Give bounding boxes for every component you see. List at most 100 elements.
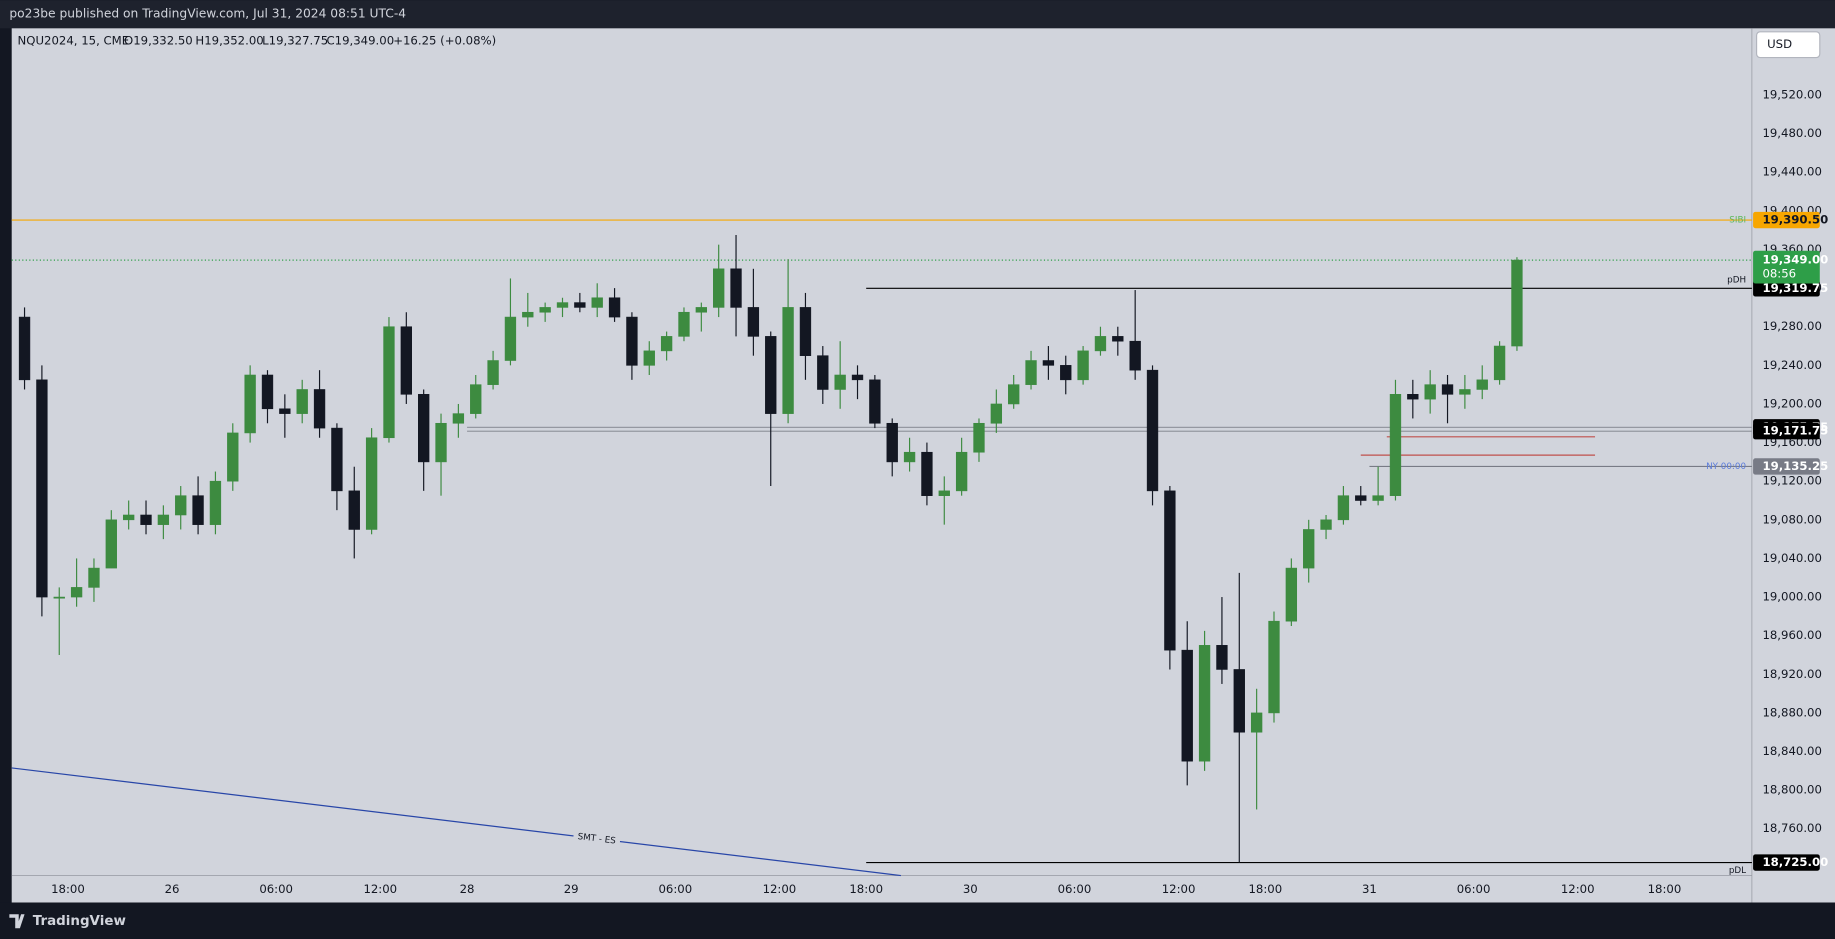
candle [1164, 486, 1176, 670]
price-label-box [1753, 423, 1820, 440]
candle-body [1424, 384, 1436, 400]
x-tick-label: 06:00 [1457, 882, 1491, 896]
candle-body [435, 422, 447, 463]
candle [1476, 365, 1488, 400]
x-tick-label: 06:00 [658, 882, 692, 896]
candle [1441, 374, 1454, 424]
candle-body [1060, 365, 1072, 381]
legend-change: +16.25 (+0.08%) [393, 34, 496, 48]
candle [1459, 374, 1471, 409]
trendline-label-bg [572, 830, 621, 848]
candle [365, 428, 378, 535]
level-name: pDH [1727, 276, 1746, 286]
x-tick-label: 12:00 [763, 882, 797, 896]
currency-label: USD [1767, 37, 1792, 51]
candle [886, 418, 898, 477]
candle-body [747, 307, 760, 337]
x-tick-label: 18:00 [51, 882, 85, 896]
candle [296, 379, 308, 424]
candle [938, 476, 950, 525]
x-tick-label: 26 [165, 882, 180, 896]
candle-body [348, 490, 360, 530]
candle [608, 288, 621, 322]
candle [1060, 355, 1072, 395]
candle-body [1355, 495, 1367, 501]
y-tick-label: 19,280.00 [1762, 319, 1821, 333]
candle [1355, 486, 1367, 506]
countdown: 08:56 [1762, 267, 1796, 281]
candle [70, 558, 83, 607]
candle [313, 370, 326, 438]
candle [556, 297, 569, 318]
candle [1250, 688, 1263, 810]
candle-body [122, 514, 135, 521]
candle-body [1025, 360, 1037, 385]
x-tick-label: 06:00 [259, 882, 293, 896]
candle [244, 365, 256, 443]
candle [227, 423, 239, 491]
candle [261, 370, 274, 424]
candle [990, 389, 1003, 433]
candle [504, 278, 517, 366]
y-tick-label: 19,200.00 [1762, 396, 1821, 410]
candle [1285, 558, 1298, 627]
candle [591, 283, 603, 318]
candle [869, 374, 881, 429]
price-label: 19,171.75 [1762, 424, 1828, 438]
candle-body [851, 374, 864, 381]
x-tick-label: 18:00 [1648, 882, 1682, 896]
y-tick-label: 18,960.00 [1762, 628, 1821, 642]
candle-body [591, 297, 603, 308]
x-tick-label: 18:00 [849, 882, 883, 896]
footer-bar [0, 902, 1835, 939]
y-tick-label: 18,760.00 [1762, 821, 1821, 835]
candle-body [643, 350, 655, 366]
candle [1389, 379, 1402, 501]
candle [660, 331, 673, 361]
candle-body [608, 297, 621, 318]
candle [921, 442, 933, 506]
x-tick-label: 12:00 [1162, 882, 1196, 896]
candle-body [886, 422, 898, 463]
level-name: NY 00:00 [1706, 462, 1746, 472]
price-label-box [1753, 854, 1820, 871]
candle [331, 423, 343, 511]
candle [175, 486, 187, 530]
candle-body [938, 490, 950, 496]
candle [539, 302, 551, 322]
candle-body [1094, 336, 1107, 352]
candle-body [817, 355, 829, 390]
candle-body [18, 316, 31, 381]
candle-body [990, 403, 1003, 424]
candle-body [383, 326, 395, 439]
legend-high: H19,352.00 [195, 34, 263, 48]
legend-open: O19,332.50 [124, 34, 193, 48]
trendline [11, 767, 901, 877]
candle [643, 341, 655, 375]
candle [678, 307, 690, 342]
candle [747, 268, 760, 356]
x-tick-label: 12:00 [363, 882, 397, 896]
brand: TradingView [33, 914, 126, 929]
candle-body [713, 268, 725, 308]
candle-body [88, 567, 100, 588]
candle-body [418, 394, 430, 463]
y-tick-label: 18,840.00 [1762, 744, 1821, 758]
level-name: pDL [1729, 866, 1746, 876]
candle [1337, 486, 1350, 525]
candle-body [730, 268, 742, 308]
y-tick-label: 19,000.00 [1762, 590, 1821, 604]
candle-body [365, 437, 378, 530]
candle [452, 403, 465, 438]
candle-body [574, 302, 586, 308]
candle [1511, 257, 1523, 351]
y-tick-label: 18,920.00 [1762, 667, 1821, 681]
candle [574, 292, 586, 313]
time-axis [11, 875, 1752, 903]
y-tick-label: 19,440.00 [1762, 165, 1821, 179]
currency-button[interactable] [1756, 31, 1821, 59]
candle-body [1459, 389, 1471, 395]
x-tick-label: 31 [1362, 882, 1377, 896]
price-label-box [1753, 458, 1820, 475]
